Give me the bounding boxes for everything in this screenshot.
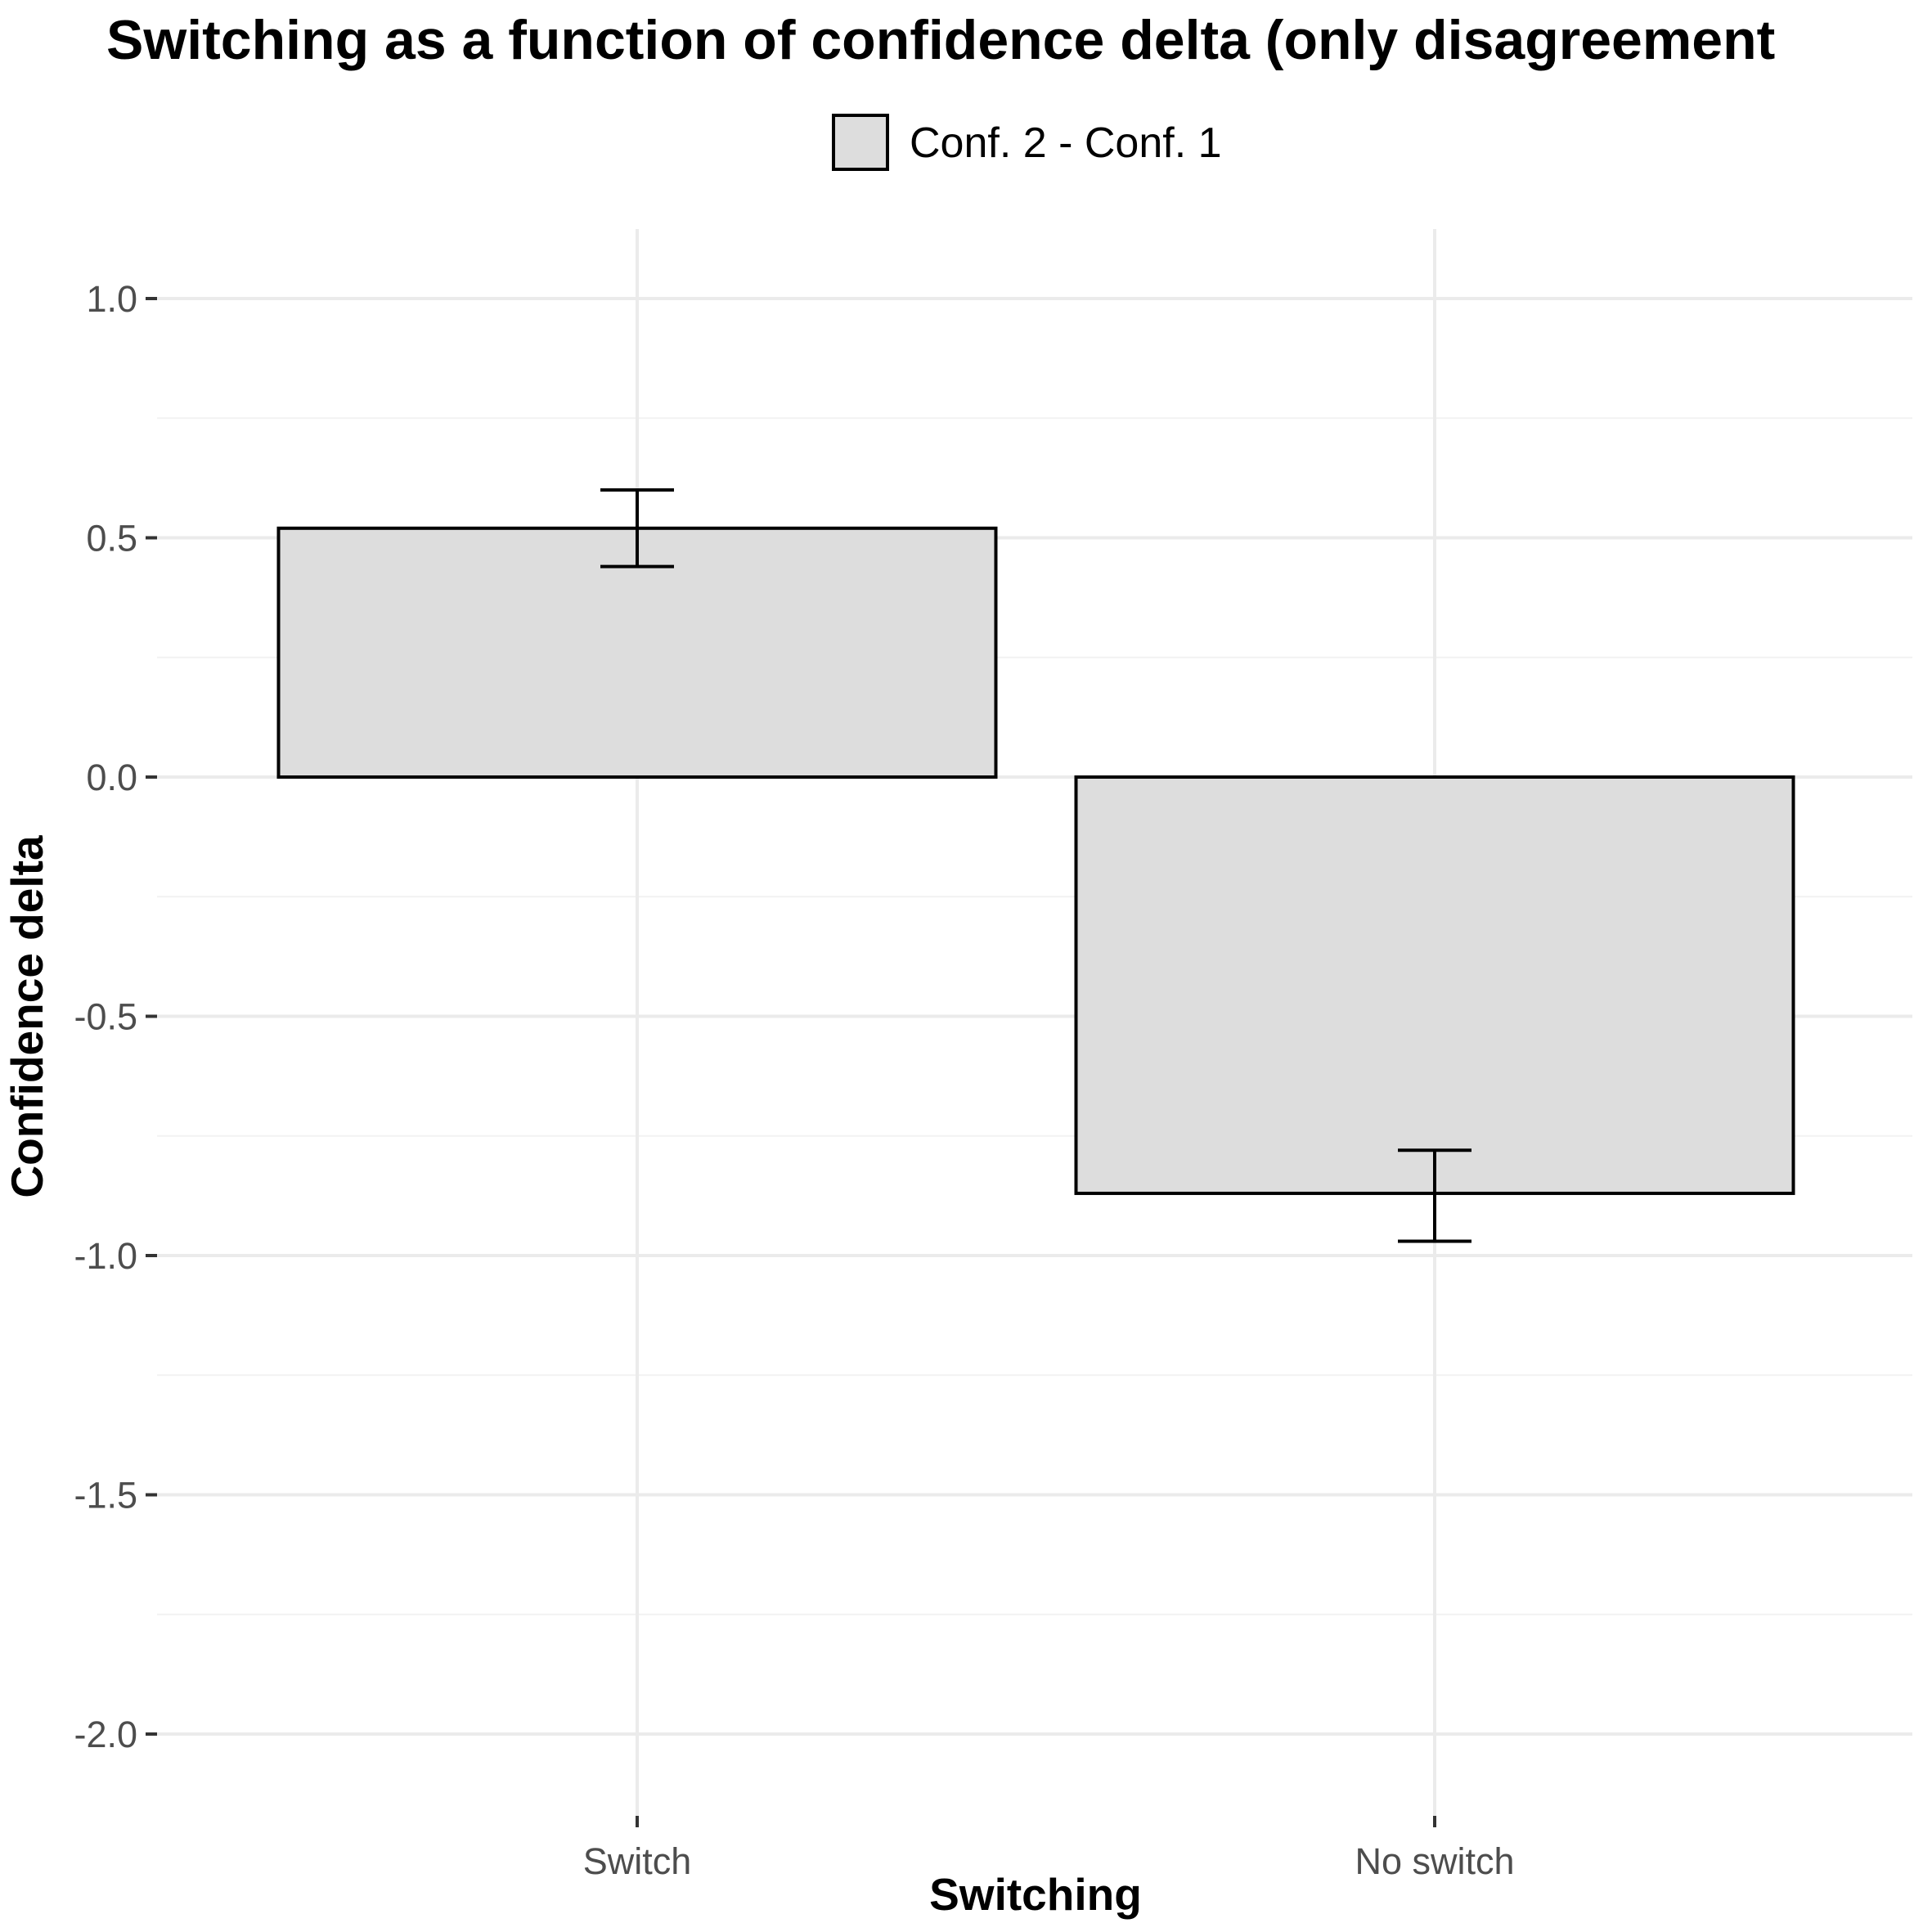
x-axis-title: Switching xyxy=(929,1869,1142,1920)
y-axis: 1.0 0.5 0.0 -0.5 -1.0 -1.5 -2.0 xyxy=(74,278,157,1755)
bar-switch xyxy=(276,526,998,779)
legend: Conf. 2 - Conf. 1 xyxy=(832,114,1222,171)
error-bar xyxy=(1398,1148,1471,1243)
bars xyxy=(276,526,1795,1195)
legend-key xyxy=(832,114,889,171)
y-tick-label: 0.5 xyxy=(86,518,137,559)
error-bars xyxy=(600,488,1471,1243)
legend-label: Conf. 2 - Conf. 1 xyxy=(910,119,1222,167)
y-axis-title: Confidence delta xyxy=(2,835,52,1198)
y-tick-label: 1.0 xyxy=(86,278,137,320)
x-axis: Switch No switch xyxy=(583,1816,1515,1882)
y-tick-label: -2.0 xyxy=(74,1714,137,1755)
x-tick-label: Switch xyxy=(583,1840,692,1882)
y-tick-label: 0.0 xyxy=(86,757,137,798)
y-tick-label: -0.5 xyxy=(74,996,137,1038)
x-tick-label: No switch xyxy=(1355,1840,1514,1882)
y-tick-label: -1.0 xyxy=(74,1235,137,1277)
error-bar xyxy=(600,488,674,568)
y-tick-label: -1.5 xyxy=(74,1475,137,1516)
chart-title: Switching as a function of confidence de… xyxy=(106,9,1775,71)
bar-no-switch xyxy=(1074,775,1795,1195)
